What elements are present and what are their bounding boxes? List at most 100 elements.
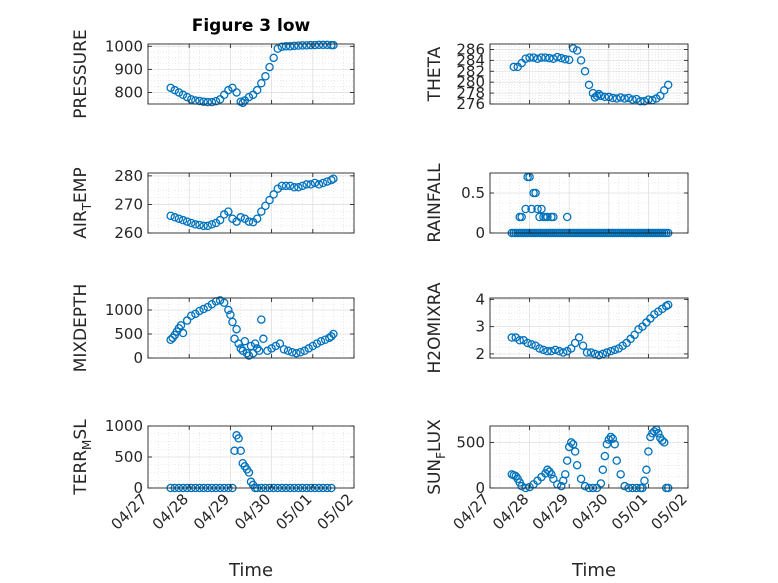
data-point (541, 53, 550, 62)
y-tick-label: 278 (456, 84, 485, 102)
y-axis-label: MIXDEPTH (71, 284, 91, 373)
data-point (663, 300, 673, 310)
y-axis-label: PRESSURE (71, 29, 91, 118)
data-point (529, 53, 538, 62)
data-point (572, 460, 582, 470)
data-point (240, 336, 250, 346)
data-point (263, 346, 272, 356)
y-tick-label: 500 (114, 448, 143, 466)
y-tick-label: 500 (456, 433, 485, 451)
y-tick-label: 900 (114, 60, 143, 78)
subplot-mixdepth: 0 500 1000 MIXDEPTH (71, 284, 355, 373)
data-point (219, 298, 229, 308)
data-point (547, 346, 556, 356)
data-point (300, 346, 309, 356)
data-point (610, 439, 619, 449)
y-tick-label: 4 (475, 290, 485, 308)
data-point (187, 95, 196, 104)
data-point (523, 338, 532, 348)
data-point (525, 53, 534, 62)
data-point (283, 346, 293, 356)
data-point (267, 344, 276, 353)
y-tick-label: 1000 (105, 301, 143, 319)
y-tick-label: 280 (456, 73, 485, 91)
data-point (630, 330, 639, 340)
data-point (509, 62, 519, 72)
data-point (234, 434, 243, 443)
data-point (254, 346, 264, 356)
data-point (285, 181, 295, 191)
data-point (329, 40, 338, 50)
data-point (203, 221, 212, 231)
data-point (207, 97, 217, 107)
data-point (584, 80, 594, 90)
data-point (232, 88, 241, 97)
x-tick-label: 04/27 (108, 490, 151, 533)
data-point (230, 334, 239, 344)
data-point (236, 344, 245, 353)
data-point (592, 91, 602, 101)
data-point (285, 42, 295, 51)
data-point (265, 195, 274, 205)
data-point (628, 95, 637, 104)
data-point (549, 54, 558, 63)
data-point (610, 345, 619, 355)
data-point (507, 333, 517, 342)
data-point (195, 306, 204, 316)
data-point (318, 178, 328, 188)
data-point (566, 438, 576, 447)
data-point (606, 432, 616, 442)
data-point (329, 329, 338, 339)
data-point (277, 181, 287, 191)
x-tick-label: 04/29 (529, 490, 572, 533)
data-point (244, 217, 254, 226)
x-axis-label-right: Time (571, 560, 616, 581)
data-point (199, 304, 208, 314)
data-point (296, 347, 305, 357)
y-tick-label: 0.5 (461, 184, 485, 202)
data-point (596, 91, 606, 101)
data-point (224, 207, 233, 216)
data-point (207, 220, 217, 229)
data-point (178, 328, 188, 338)
data-point (261, 201, 270, 211)
data-point (294, 183, 303, 192)
data-point (572, 46, 582, 55)
data-point (224, 305, 233, 315)
data-point (598, 349, 608, 359)
y-tick-label: 0 (133, 349, 143, 367)
data-point (290, 41, 299, 51)
data-point (298, 41, 307, 50)
data-point (236, 213, 245, 222)
y-axis-label: H2OMIXRA (425, 282, 445, 373)
data-point (640, 476, 649, 485)
data-point (527, 340, 536, 349)
data-point (199, 221, 208, 231)
data-point (244, 468, 254, 477)
data-point (600, 451, 610, 461)
data-point (182, 316, 192, 325)
data-point (191, 220, 200, 229)
data-point (298, 181, 307, 191)
data-point (659, 86, 669, 95)
y-tick-label: 1000 (105, 37, 143, 55)
data-point (215, 296, 225, 305)
data-point (543, 212, 552, 222)
data-point (616, 470, 625, 479)
data-point (271, 341, 280, 351)
data-point (574, 333, 584, 342)
data-point (527, 204, 536, 214)
data-point (250, 339, 260, 348)
data-point (244, 351, 254, 360)
data-point (576, 474, 586, 484)
data-point (287, 347, 297, 357)
data-point (562, 456, 572, 465)
data-point (616, 93, 625, 102)
data-point (166, 83, 175, 93)
data-point (555, 346, 564, 356)
data-point (242, 348, 252, 358)
x-tick-label: 04/28 (489, 490, 532, 533)
data-point (292, 348, 301, 358)
data-point (539, 345, 548, 355)
